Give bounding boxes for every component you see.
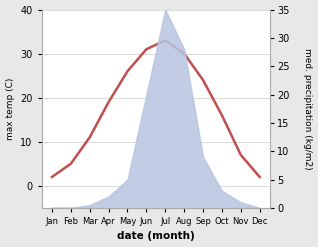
Y-axis label: med. precipitation (kg/m2): med. precipitation (kg/m2): [303, 48, 313, 169]
X-axis label: date (month): date (month): [117, 231, 195, 242]
Y-axis label: max temp (C): max temp (C): [5, 78, 15, 140]
